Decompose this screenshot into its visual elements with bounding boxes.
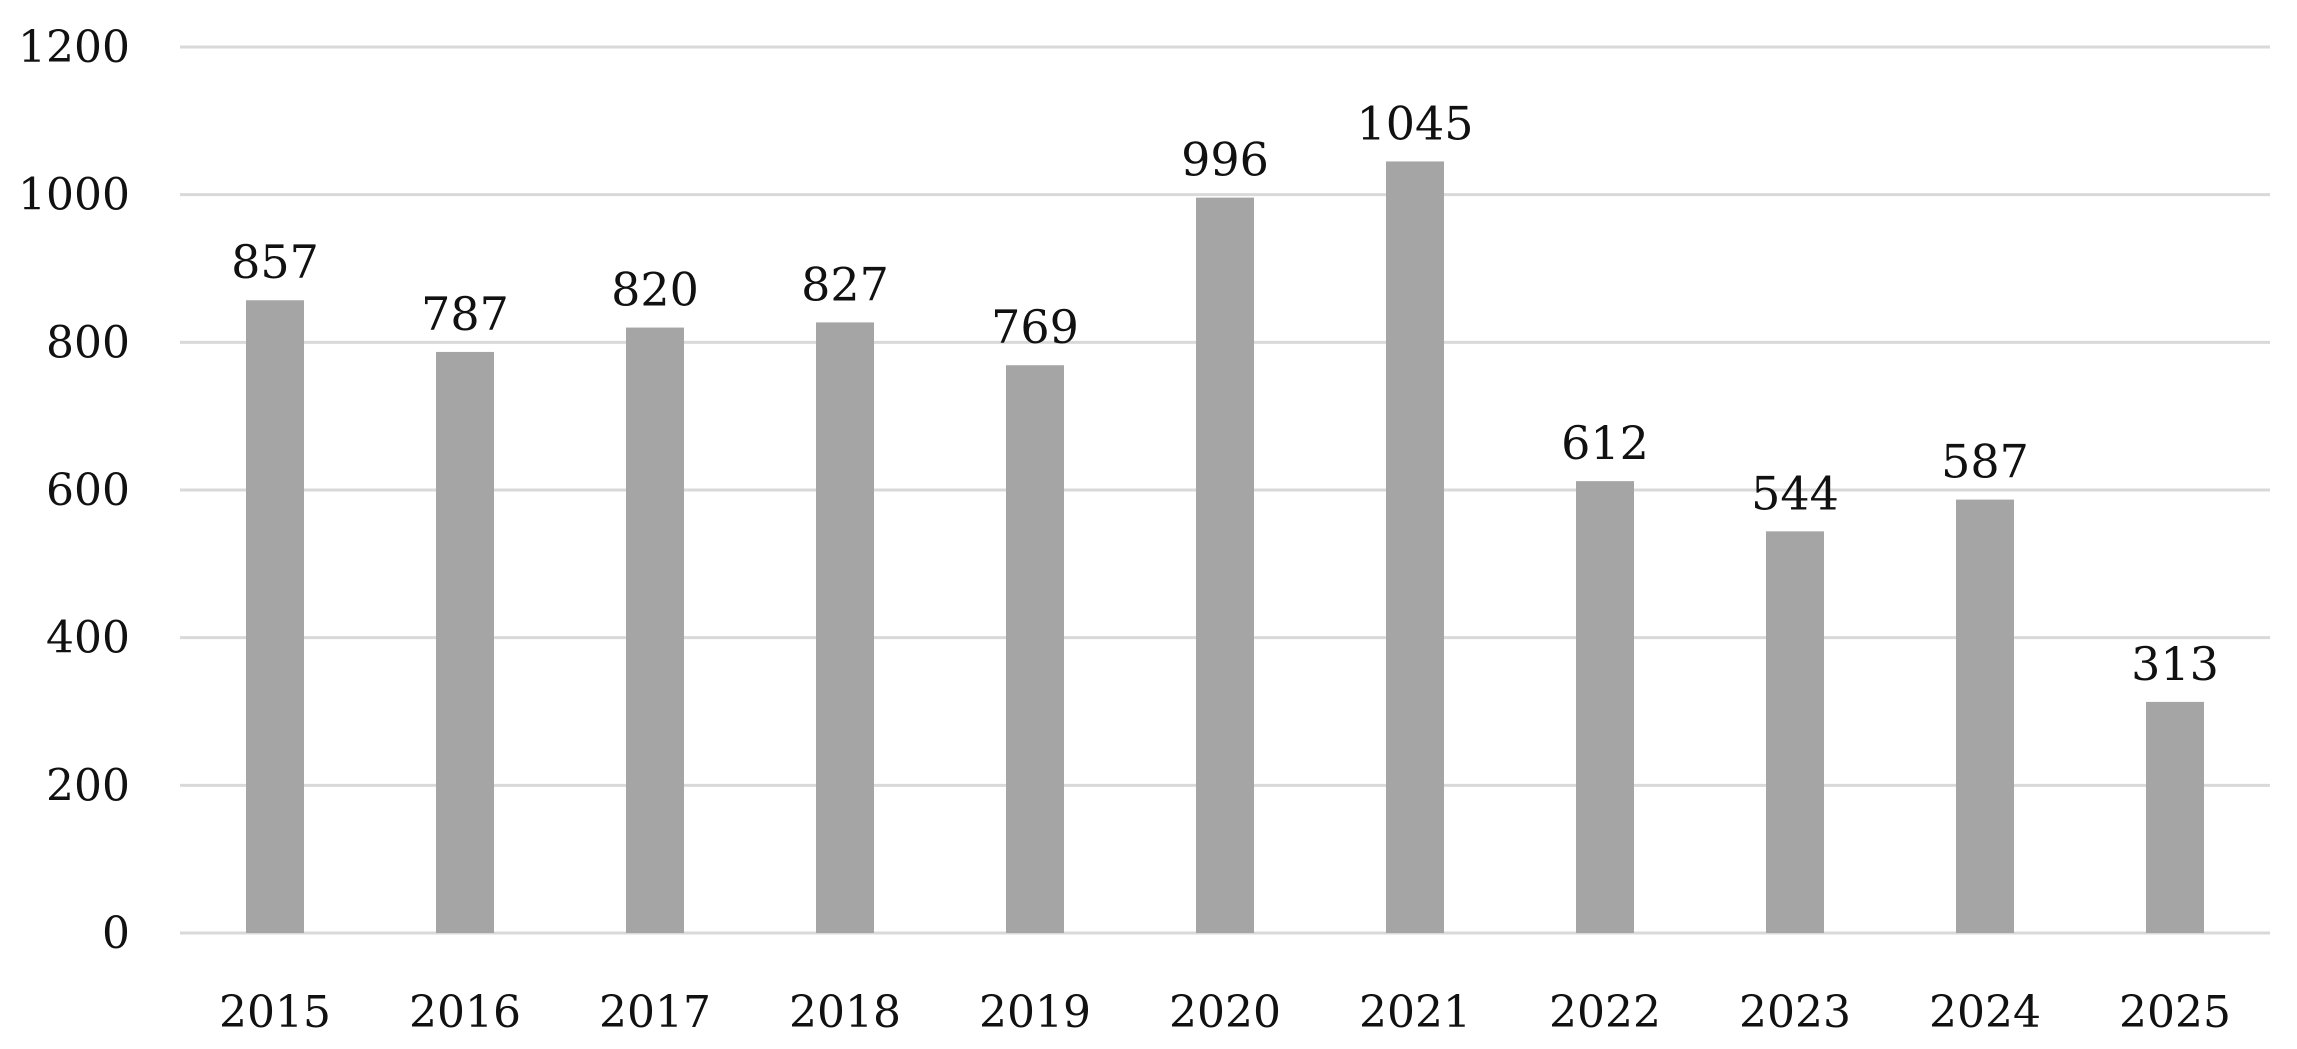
data-label-2022: 612 — [1561, 416, 1649, 470]
y-tick-label: 400 — [46, 613, 130, 664]
bar-2015 — [246, 300, 304, 934]
data-label-2018: 827 — [801, 257, 889, 311]
y-axis-ticks: 0 200 400 600 800 1000 1200 — [18, 22, 130, 959]
x-tick-label-2016: 2016 — [409, 987, 521, 1038]
y-tick-label: 0 — [102, 908, 130, 959]
bar-2024 — [1956, 499, 2014, 933]
x-tick-label-2021: 2021 — [1359, 987, 1471, 1038]
x-tick-label-2020: 2020 — [1169, 987, 1281, 1038]
data-label-2019: 769 — [991, 300, 1079, 354]
y-tick-label: 200 — [46, 760, 130, 811]
bar-2023 — [1766, 531, 1824, 933]
y-tick-label: 800 — [46, 317, 130, 368]
x-tick-label-2022: 2022 — [1549, 987, 1661, 1038]
data-label-2016: 787 — [421, 287, 509, 341]
bar-2021 — [1386, 161, 1444, 934]
x-tick-label-2017: 2017 — [599, 987, 711, 1038]
x-tick-label-2019: 2019 — [979, 987, 1091, 1038]
data-labels: 857 787 820 827 769 996 1045 612 544 587 313 — [231, 96, 2219, 690]
x-tick-label-2024: 2024 — [1929, 987, 2041, 1038]
bar-2025 — [2146, 701, 2204, 933]
data-label-2017: 820 — [611, 263, 699, 317]
y-tick-label: 600 — [46, 465, 130, 516]
bar-2019 — [1006, 365, 1064, 933]
data-label-2021: 1045 — [1356, 96, 1473, 150]
x-tick-label-2018: 2018 — [789, 987, 901, 1038]
bar-2022 — [1576, 481, 1634, 933]
y-tick-label: 1000 — [18, 170, 130, 221]
bar-2016 — [436, 351, 494, 934]
data-label-2023: 544 — [1751, 466, 1839, 520]
bars — [246, 161, 2204, 934]
data-label-2024: 587 — [1941, 435, 2029, 489]
x-tick-label-2015: 2015 — [219, 987, 331, 1038]
x-tick-label-2025: 2025 — [2119, 987, 2231, 1038]
data-label-2020: 996 — [1181, 133, 1269, 187]
bar-2018 — [816, 322, 874, 934]
data-label-2025: 313 — [2131, 637, 2219, 691]
bar-2017 — [626, 327, 684, 934]
x-tick-label-2023: 2023 — [1739, 987, 1851, 1038]
bar-2020 — [1196, 197, 1254, 933]
x-axis-ticks: 2015 2016 2017 2018 2019 2020 2021 2022 2023 2024… — [219, 987, 2231, 1038]
y-tick-label: 1200 — [18, 22, 130, 73]
data-label-2015: 857 — [231, 235, 319, 289]
